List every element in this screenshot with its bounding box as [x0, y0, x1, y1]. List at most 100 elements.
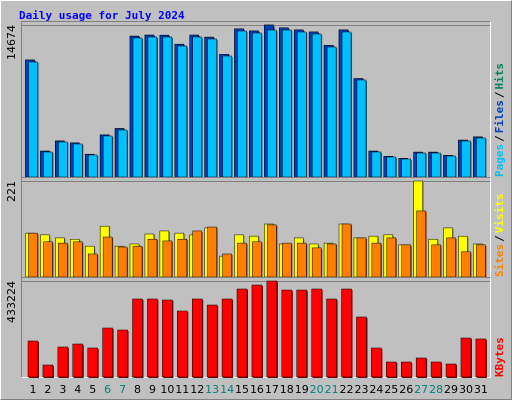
bar [192, 36, 202, 178]
bar [58, 141, 68, 178]
bar [267, 224, 277, 278]
x-tick-label: 26 [399, 383, 413, 396]
bar [177, 310, 188, 378]
x-tick-label: 19 [295, 383, 309, 396]
bar [207, 226, 217, 278]
bar [311, 33, 322, 178]
bar [177, 238, 188, 278]
x-tick-label: 9 [149, 383, 156, 396]
x-tick-label: 31 [474, 383, 488, 396]
legend-entry: Sites [493, 244, 506, 277]
panel-shadow [21, 277, 491, 378]
bar [431, 244, 441, 278]
bar [356, 237, 367, 278]
bar [177, 45, 188, 178]
bar [460, 337, 472, 378]
bar [43, 151, 53, 178]
bar [446, 237, 456, 278]
bar [237, 30, 247, 178]
x-tick-label: 8 [134, 383, 141, 396]
bar [207, 38, 217, 178]
bar [445, 363, 457, 378]
bar [341, 288, 352, 378]
legend-entry: Files [493, 100, 506, 133]
legend-entry: Visits [493, 194, 506, 234]
panel-shadow [21, 177, 491, 278]
bar [386, 156, 397, 178]
bar [281, 289, 293, 378]
bar [72, 343, 84, 378]
bar [162, 36, 173, 178]
legend-separator: / [493, 135, 506, 142]
bar [282, 29, 292, 178]
bar [311, 247, 322, 278]
x-tick-label: 28 [429, 383, 443, 396]
x-tick-label: 1 [30, 383, 37, 396]
legend-entry: KBytes [493, 337, 506, 377]
bar [147, 36, 158, 178]
bar [57, 346, 69, 378]
bar [42, 364, 54, 378]
bar [147, 238, 158, 278]
x-tick-label: 17 [265, 383, 279, 396]
bar [132, 37, 143, 178]
bar [87, 154, 98, 178]
x-tick-label: 4 [74, 383, 81, 396]
bar [251, 284, 263, 378]
bar [117, 329, 128, 378]
legend-separator: / [493, 235, 506, 242]
x-tick-label: 30 [459, 383, 473, 396]
bar [252, 32, 262, 178]
legend: Sites /Visits [493, 194, 506, 278]
bar [476, 244, 486, 278]
x-tick-label: 24 [369, 383, 383, 396]
bar [326, 46, 337, 178]
x-tick-label: 5 [89, 383, 96, 396]
bar [236, 288, 248, 378]
bar [162, 299, 173, 378]
bar [162, 240, 173, 278]
bar [28, 232, 38, 278]
bar [311, 288, 322, 378]
bar [192, 230, 202, 278]
bar [341, 223, 352, 278]
legend: Pages/Files/Hits [493, 63, 506, 177]
bar [266, 280, 278, 378]
bar [282, 242, 292, 278]
bar [43, 241, 53, 278]
x-tick-label: 6 [104, 383, 111, 396]
x-tick-label: 18 [280, 383, 294, 396]
bar [102, 236, 113, 278]
bar [476, 137, 486, 178]
x-tick-label: 29 [444, 383, 458, 396]
bar [296, 289, 307, 378]
bar [326, 243, 337, 278]
x-tick-label: 13 [205, 383, 219, 396]
x-tick-label: 22 [340, 383, 354, 396]
bar [461, 251, 471, 278]
bar [27, 340, 39, 378]
bar [356, 316, 367, 378]
bar [401, 158, 411, 178]
bar [356, 79, 367, 178]
bar [191, 298, 203, 378]
x-tick-label: 20 [310, 383, 324, 396]
bar [117, 129, 128, 178]
bar [430, 361, 442, 378]
x-tick-label: 2 [44, 383, 51, 396]
panel-shadow [21, 21, 491, 178]
bar [416, 152, 426, 178]
bar [371, 242, 382, 278]
bar [222, 253, 232, 278]
bar [237, 242, 247, 278]
bar [132, 245, 143, 278]
bar [252, 241, 262, 278]
bar [73, 241, 83, 278]
bar [221, 298, 233, 378]
bar [401, 361, 412, 378]
bar [371, 151, 382, 178]
bar [58, 242, 68, 278]
legend-separator: / [493, 91, 506, 98]
bar [341, 31, 352, 178]
